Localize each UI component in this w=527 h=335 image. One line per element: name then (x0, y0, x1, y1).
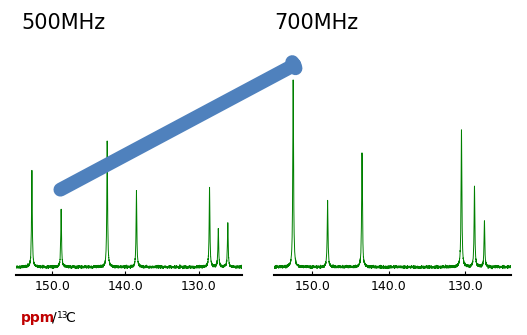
Text: 500MHz: 500MHz (21, 13, 105, 34)
Text: ppm: ppm (21, 311, 55, 325)
Text: 700MHz: 700MHz (274, 13, 358, 34)
Text: 13: 13 (57, 311, 69, 320)
Text: C: C (65, 311, 75, 325)
Text: /: / (52, 311, 56, 325)
